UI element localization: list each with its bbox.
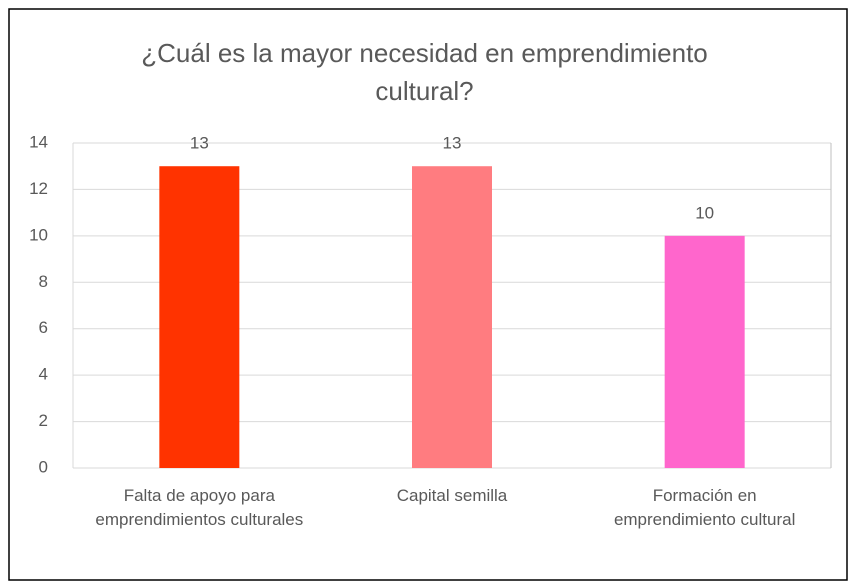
y-tick-label: 4 bbox=[39, 365, 48, 384]
y-tick-label: 14 bbox=[29, 132, 48, 151]
bar bbox=[159, 166, 240, 468]
x-tick-label: Formación en emprendimiento cultural bbox=[613, 486, 796, 529]
bar bbox=[412, 166, 492, 468]
y-tick-label: 6 bbox=[39, 318, 48, 337]
x-tick-label: Falta de apoyo para emprendimientos cult… bbox=[95, 486, 304, 529]
chart-title: ¿Cuál es la mayor necesidad en emprendim… bbox=[141, 38, 708, 106]
bar bbox=[664, 235, 745, 468]
y-tick-label: 10 bbox=[29, 225, 48, 244]
data-label: 13 bbox=[443, 134, 462, 153]
data-label: 10 bbox=[695, 203, 714, 222]
y-tick-label: 0 bbox=[39, 457, 48, 476]
y-tick-label: 12 bbox=[29, 179, 48, 198]
y-tick-label: 8 bbox=[39, 272, 48, 291]
x-tick-label: Capital semilla bbox=[396, 486, 508, 505]
y-tick-label: 2 bbox=[39, 411, 48, 430]
data-label: 13 bbox=[190, 134, 209, 153]
